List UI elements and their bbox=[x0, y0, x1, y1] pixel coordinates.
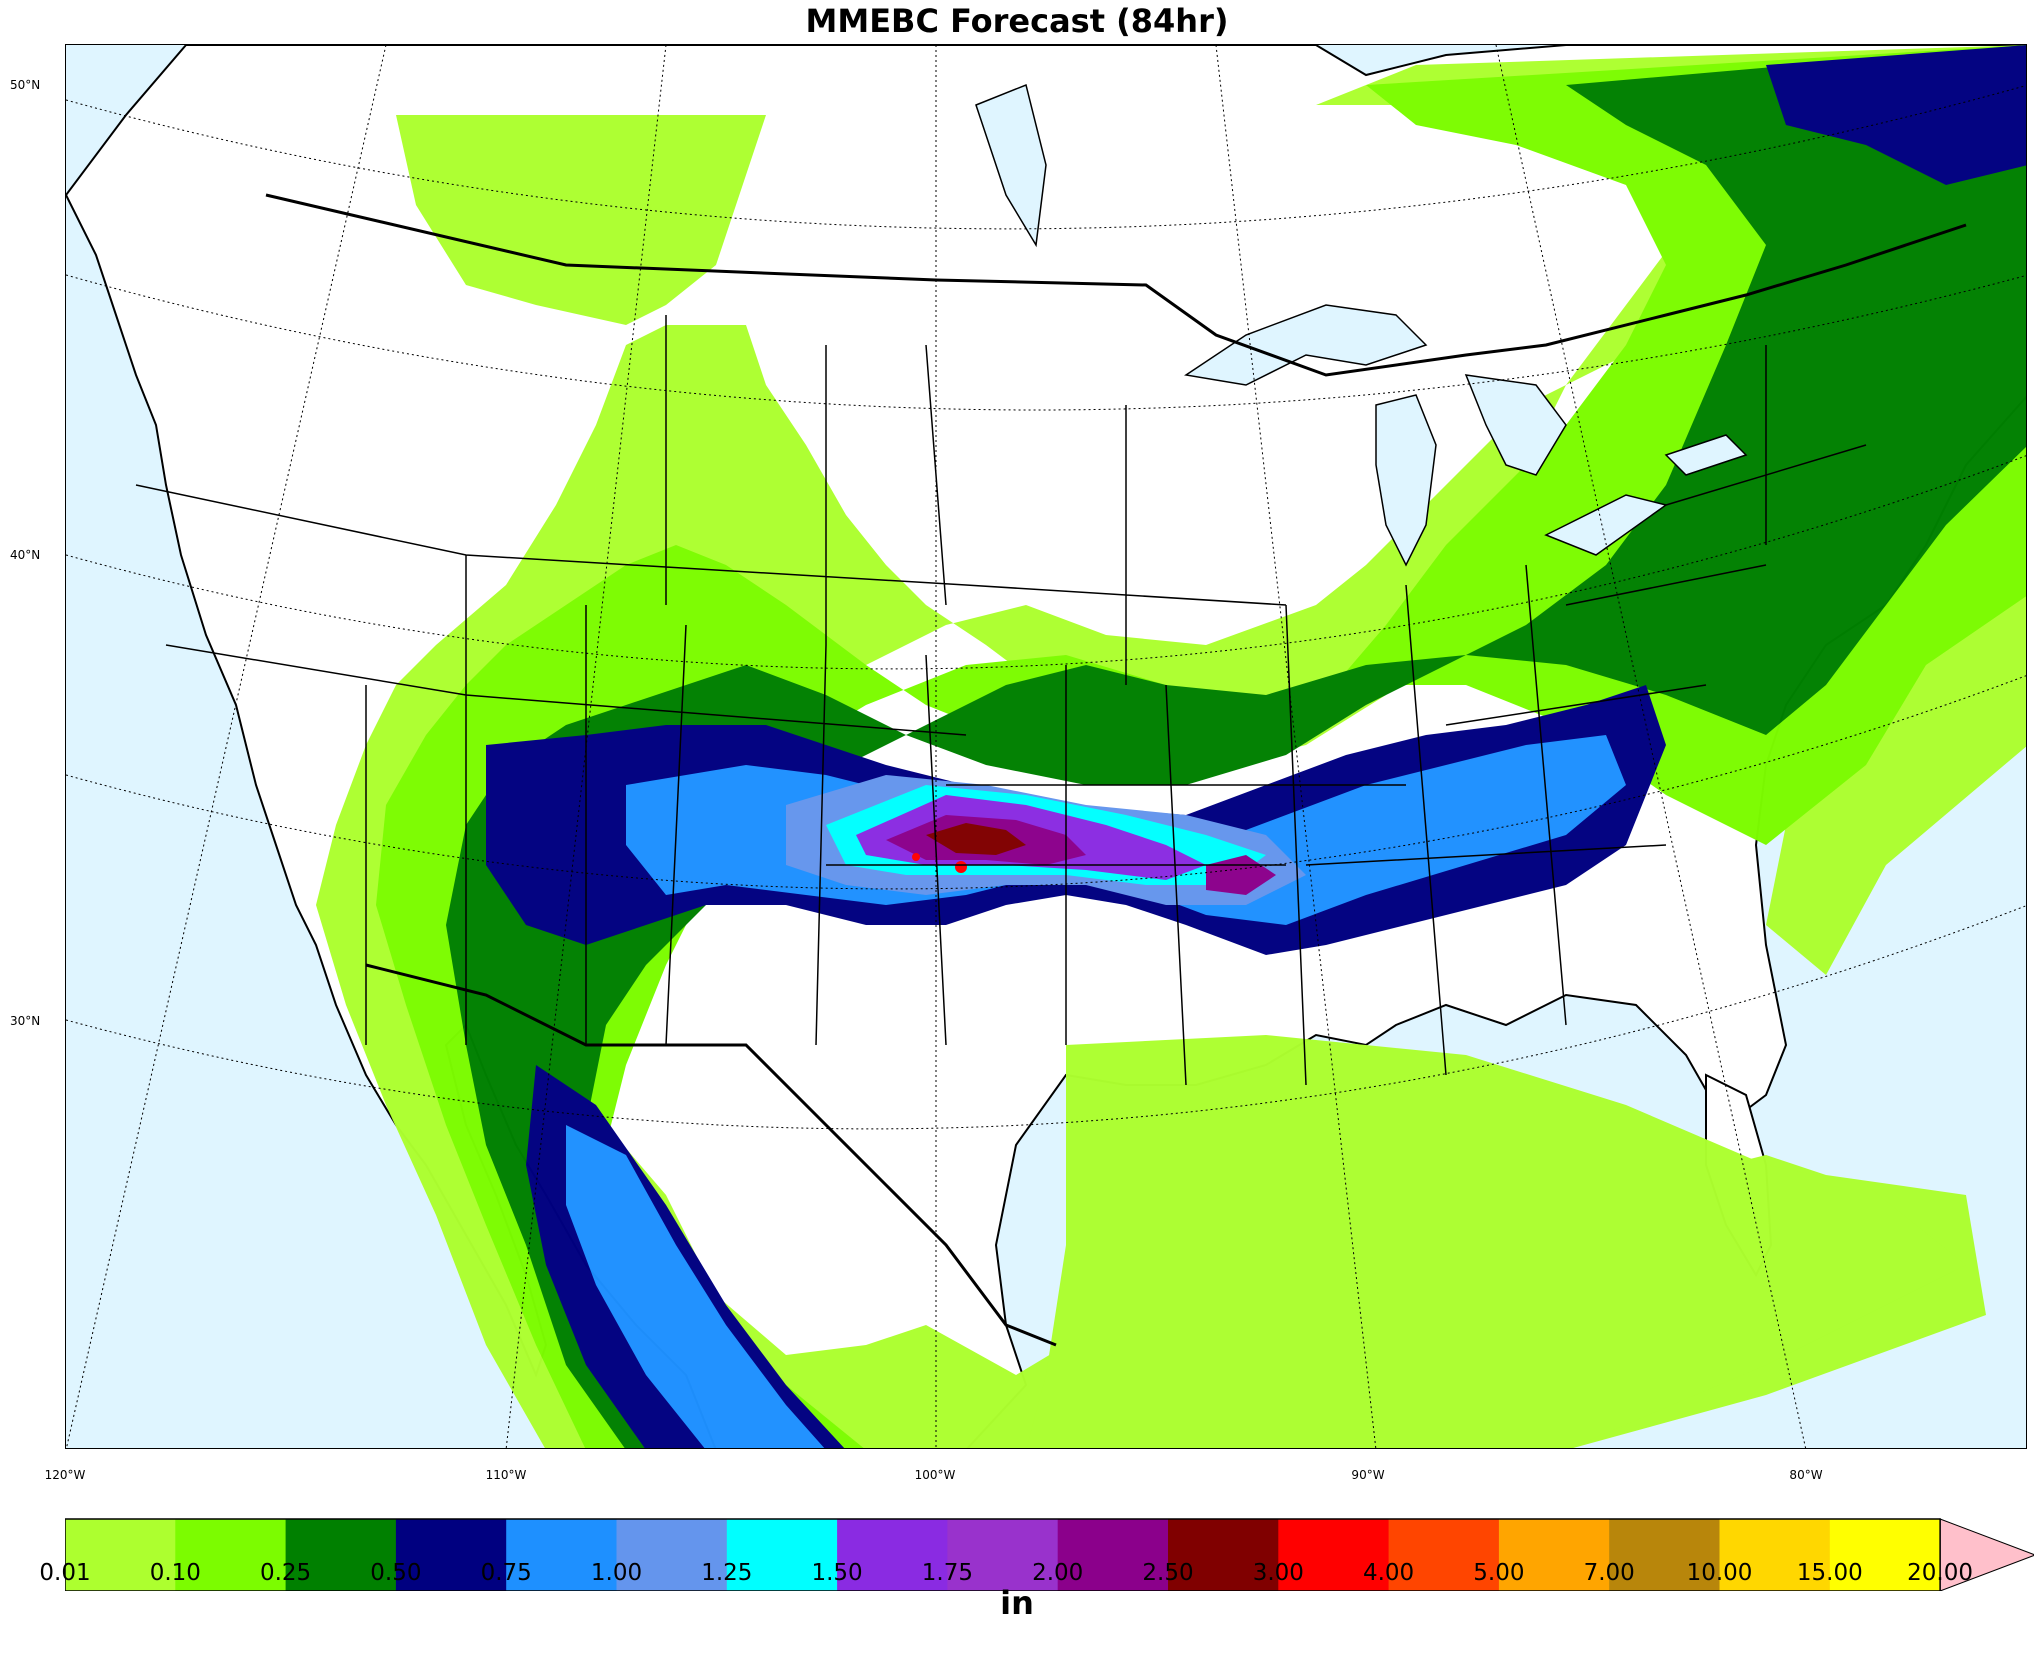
colorbar-tick-label: 1.50 bbox=[811, 1560, 863, 1586]
precip-band-10-spot-1 bbox=[955, 861, 967, 873]
colorbar-segment-3 bbox=[395, 1519, 507, 1591]
colorbar-tick-label: 10.00 bbox=[1686, 1560, 1753, 1586]
precip-band-0-west bbox=[396, 115, 766, 325]
colorbar-tick-label: 3.00 bbox=[1252, 1560, 1304, 1586]
colorbar-segment-13 bbox=[1498, 1519, 1610, 1591]
colorbar-tick-label: 1.25 bbox=[701, 1560, 753, 1586]
lon-label-100w: 100°W bbox=[914, 1468, 956, 1482]
colorbar-tick-label: 0.50 bbox=[370, 1560, 422, 1586]
lake-michigan bbox=[1375, 394, 1437, 567]
lon-label-120w: 120°W bbox=[44, 1468, 86, 1482]
colorbar-segment-8 bbox=[947, 1519, 1059, 1591]
colorbar-tick-label: 20.00 bbox=[1907, 1560, 1974, 1586]
map-title: MMEBC Forecast (84hr) bbox=[805, 2, 1229, 40]
colorbar-segment-1 bbox=[175, 1519, 287, 1591]
colorbar-segment-10 bbox=[1168, 1519, 1279, 1591]
colorbar-segment-16 bbox=[1829, 1519, 1941, 1591]
colorbar-segment-2 bbox=[285, 1519, 397, 1591]
parallel-40n bbox=[66, 455, 2026, 670]
colorbar-tick-label: 1.00 bbox=[590, 1560, 643, 1586]
lake-superior bbox=[1184, 304, 1428, 386]
colorbar-tick-label: 0.25 bbox=[259, 1560, 312, 1586]
colorbar-tick-label: 5.00 bbox=[1473, 1560, 1525, 1586]
precip-band-10-spot-2 bbox=[912, 853, 920, 861]
lake-huron bbox=[1464, 374, 1567, 476]
colorbar-tick-label: 0.01 bbox=[39, 1560, 91, 1586]
parallel-35n bbox=[66, 675, 2026, 890]
lon-label-90w: 90°W bbox=[1351, 1468, 1385, 1482]
meridian-90w bbox=[1215, 45, 1377, 1448]
lon-label-110w: 110°W bbox=[485, 1468, 527, 1482]
parallel-45n bbox=[66, 274, 2026, 411]
colorbar bbox=[65, 1518, 2034, 1591]
colorbar-segment-15 bbox=[1719, 1519, 1831, 1591]
colorbar-segment-0 bbox=[65, 1519, 176, 1591]
colorbar-segment-12 bbox=[1388, 1519, 1500, 1591]
meridian-110w bbox=[505, 45, 667, 1448]
graticule bbox=[66, 45, 2026, 1448]
us-canada-border bbox=[265, 193, 1967, 377]
colorbar-tick-label: 15.00 bbox=[1796, 1560, 1863, 1586]
colorbar-tick-label: 0.10 bbox=[149, 1560, 201, 1586]
precip-band-9 bbox=[926, 823, 1026, 855]
precip-band-4-baja bbox=[566, 1125, 825, 1448]
colorbar-outline bbox=[65, 1518, 1941, 1591]
precip-band-3 bbox=[1766, 45, 2026, 185]
colorbar-tick-label: 0.75 bbox=[480, 1560, 532, 1586]
colorbar-tick-label: 1.75 bbox=[921, 1560, 973, 1586]
colorbar-segment-7 bbox=[837, 1519, 948, 1591]
lat-label-50n: 50°N bbox=[10, 78, 41, 92]
colorbar-unit-label: in bbox=[1000, 1584, 1034, 1622]
colorbar-tick-label: 4.00 bbox=[1362, 1560, 1415, 1586]
lake-ontario bbox=[1664, 434, 1748, 476]
colorbar-segment-6 bbox=[726, 1519, 838, 1591]
lon-label-80w: 80°W bbox=[1789, 1468, 1823, 1482]
colorbar-tick-label: 7.00 bbox=[1583, 1560, 1635, 1586]
colorbar-segment-11 bbox=[1278, 1519, 1390, 1591]
lake-winnipeg bbox=[975, 83, 1047, 248]
precip-band-0-gulf bbox=[1026, 1035, 1966, 1448]
precipitation-map[interactable] bbox=[66, 45, 2027, 1449]
lat-label-40n: 40°N bbox=[10, 548, 41, 562]
map-panel[interactable] bbox=[65, 44, 2027, 1449]
colorbar-segment-5 bbox=[616, 1519, 728, 1591]
colorbar-segment-14 bbox=[1609, 1519, 1720, 1591]
colorbar-segment-4 bbox=[506, 1519, 617, 1591]
meridian-120w bbox=[66, 45, 387, 1448]
colorbar-tick-label: 2.00 bbox=[1032, 1560, 1084, 1586]
parallel-50n bbox=[66, 85, 2026, 230]
colorbar-tick-label: 2.50 bbox=[1142, 1560, 1194, 1586]
colorbar-segment-9 bbox=[1057, 1519, 1169, 1591]
parallel-30n bbox=[66, 905, 2026, 1130]
us-mexico-border bbox=[365, 963, 1057, 1347]
lat-label-30n: 30°N bbox=[10, 1014, 41, 1028]
precip-band-2 bbox=[446, 45, 2026, 1448]
political-borders bbox=[135, 193, 1967, 1347]
